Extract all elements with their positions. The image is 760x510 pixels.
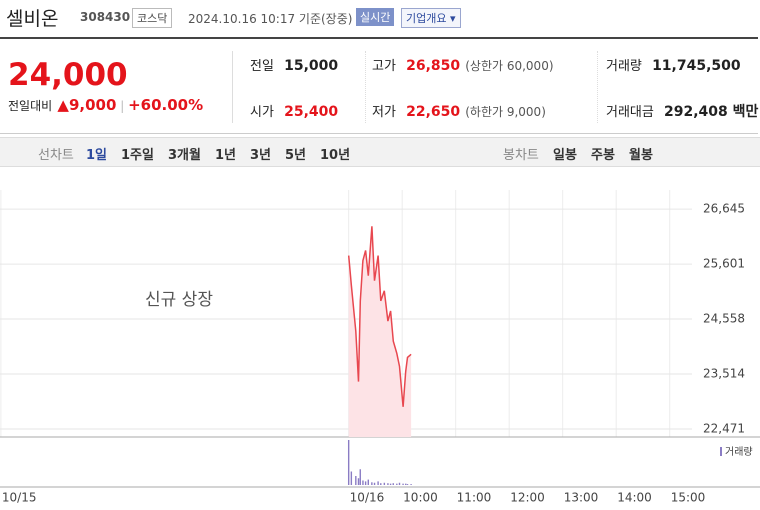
price-line <box>347 226 412 407</box>
volume-bar <box>406 484 409 485</box>
realtime-badge[interactable]: 실시간 <box>356 8 395 26</box>
tab[interactable]: 일봉 <box>553 148 577 163</box>
volume-bar <box>398 482 401 485</box>
stat: 거래대금 292,408 백만 <box>606 101 758 121</box>
divider <box>232 51 233 123</box>
volume-bar <box>367 479 369 485</box>
change-label: 전일대비 <box>8 99 53 113</box>
tab[interactable]: 3년 <box>250 148 272 163</box>
stock-name: 셀비온 <box>6 8 59 30</box>
legend-label: 거래량 <box>725 446 753 458</box>
volume-bar <box>383 482 386 485</box>
x-tick-label: 13:00 <box>564 491 599 505</box>
stat-label: 고가 <box>372 59 396 74</box>
volume-bar <box>389 483 392 485</box>
stat-value: 22,650 <box>406 104 461 120</box>
x-tick-label: 11:00 <box>457 491 492 505</box>
tab[interactable]: 1주일 <box>121 148 154 163</box>
tab[interactable]: 10년 <box>320 148 351 163</box>
change-pct: +60.00% <box>128 96 204 114</box>
volume-bar <box>410 484 412 485</box>
price-area <box>348 226 412 437</box>
y-tick-label: 25,601 <box>703 257 745 271</box>
y-tick-label: 23,514 <box>703 367 745 381</box>
market-badge: 코스닥 <box>132 8 173 28</box>
stat: 시가 25,400 <box>250 101 338 120</box>
stat: 고가 26,850 (상한가 60,000) <box>372 55 554 74</box>
tab[interactable]: 3개월 <box>168 148 201 163</box>
stat-label: 거래량 <box>606 59 642 74</box>
stat-note: (하한가 9,000) <box>465 105 546 119</box>
company-label: 기업개요 <box>406 12 447 25</box>
stat: 거래량 11,745,500 <box>606 55 741 74</box>
volume-bar <box>362 480 364 485</box>
tab-heading: 봉차트 <box>503 148 539 163</box>
annotation: 신규 상장 <box>145 290 213 310</box>
tab[interactable]: 월봉 <box>629 148 653 163</box>
volume-bar <box>405 483 407 485</box>
x-tick-label: 15:00 <box>671 491 706 505</box>
stat-value: 15,000 <box>284 58 339 74</box>
legend-swatch <box>720 447 722 456</box>
divider <box>365 51 366 123</box>
tab[interactable]: 5년 <box>285 148 307 163</box>
y-tick-label: 22,471 <box>703 421 745 435</box>
x-tick-label: 10/15 <box>2 491 37 505</box>
y-tick-label: 26,645 <box>703 202 745 216</box>
volume-bar <box>350 471 353 485</box>
stat-note: (상한가 60,000) <box>465 59 554 73</box>
quote-box <box>0 37 758 134</box>
stat-value: 292,408 백만 <box>664 104 759 120</box>
volume-bar <box>402 483 404 485</box>
stat-value: 11,745,500 <box>652 58 741 74</box>
x-tick-label: 14:00 <box>617 491 652 505</box>
stat-label: 시가 <box>250 105 274 120</box>
volume-bar <box>359 469 361 485</box>
stat-label: 저가 <box>372 105 396 120</box>
volume-bar <box>373 482 376 485</box>
volume-bar <box>357 478 360 485</box>
y-tick-label: 24,558 <box>703 312 745 326</box>
volume-bar <box>392 483 394 485</box>
current-price: 24,000 <box>8 57 128 93</box>
timestamp: 2024.10.16 10:17 기준(장중) <box>188 12 353 26</box>
volume-bar <box>347 440 350 485</box>
x-tick-label: 10:00 <box>403 491 438 505</box>
x-tick-label: 12:00 <box>510 491 545 505</box>
tab[interactable]: 주봉 <box>591 148 615 163</box>
volume-bar <box>396 483 398 485</box>
change-row: 전일대비 ▲9,000 | +60.00% <box>8 96 204 114</box>
stat-label: 전일 <box>250 59 274 74</box>
volume-bar <box>380 483 382 485</box>
stock-code: 308430 <box>80 10 131 24</box>
tab-bar: 선차트 봉차트 1일 1주일 3개월 1년 3년 5년 10년 일봉 주봉 월봉 <box>0 137 760 167</box>
stat-value: 25,400 <box>284 104 339 120</box>
change-value: 9,000 <box>68 96 117 114</box>
x-tick-label: 10/16 <box>350 491 385 505</box>
volume-bar <box>377 481 379 485</box>
volume-bar <box>371 482 373 485</box>
stat-value: 26,850 <box>406 58 461 74</box>
tab[interactable]: 1년 <box>215 148 237 163</box>
volume-bar <box>387 483 389 485</box>
stat-label: 거래대금 <box>606 105 654 120</box>
company-button[interactable]: 기업개요 ▾ <box>401 8 461 28</box>
tab[interactable]: 1일 <box>86 148 108 163</box>
tab-heading: 선차트 <box>38 148 74 163</box>
divider <box>597 51 598 123</box>
volume-bar <box>355 476 357 485</box>
stat: 저가 22,650 (하한가 9,000) <box>372 101 546 120</box>
stat: 전일 15,000 <box>250 55 338 74</box>
volume-bar <box>364 481 367 485</box>
